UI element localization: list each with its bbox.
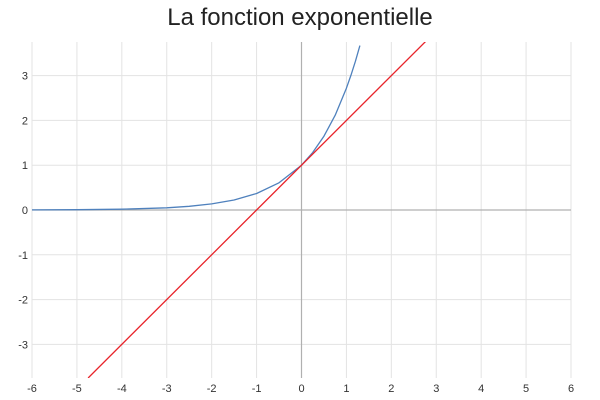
x-tick-label: 0 (298, 383, 304, 395)
tangent-line (87, 42, 427, 378)
chart-title: La fonction exponentielle (167, 4, 433, 31)
y-tick-label: -1 (18, 250, 28, 262)
x-tick-label: -6 (27, 383, 37, 395)
x-tick-label: -2 (207, 383, 217, 395)
x-tick-label: -5 (72, 383, 82, 395)
x-tick-label: 3 (433, 383, 439, 395)
x-tick-label: 4 (478, 383, 484, 395)
exponential-curve (32, 45, 361, 211)
y-tick-label: 1 (22, 160, 28, 172)
axes (32, 42, 571, 378)
x-tick-label: -3 (162, 383, 172, 395)
y-tick-label: 0 (22, 205, 28, 217)
x-tick-label: 5 (523, 383, 529, 395)
x-tick-label: 6 (568, 383, 574, 395)
x-tick-label: -1 (252, 383, 262, 395)
y-tick-label: -3 (18, 339, 28, 351)
y-tick-label: 3 (22, 71, 28, 83)
x-tick-label: 1 (343, 383, 349, 395)
series (32, 42, 427, 378)
x-tick-label: -4 (117, 383, 127, 395)
x-tick-label: 2 (388, 383, 394, 395)
tick-labels: -6 -5 -4 -3 -2 -1 0 1 2 3 4 5 6 3 2 1 0 -1 -2 -3 (18, 71, 574, 395)
y-tick-label: -2 (18, 295, 28, 307)
y-tick-label: 2 (22, 115, 28, 127)
